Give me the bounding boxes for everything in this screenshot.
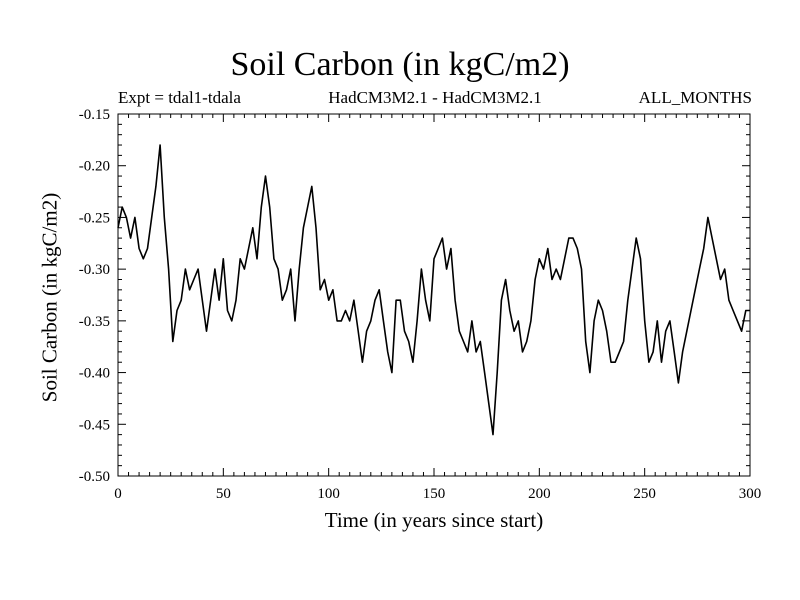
y-tick-label: -0.30 (79, 262, 110, 278)
y-tick-label: -0.45 (79, 417, 110, 433)
x-axis-label: Time (in years since start) (324, 508, 544, 532)
y-tick-label: -0.25 (79, 210, 110, 226)
series-line (117, 144, 750, 436)
y-tick-label: -0.35 (79, 314, 110, 330)
x-tick-label: 100 (317, 486, 340, 502)
y-tick-label: -0.20 (79, 159, 110, 175)
x-tick-label: 150 (423, 486, 446, 502)
y-tick-label: -0.15 (79, 107, 110, 123)
x-tick-label: 50 (216, 486, 231, 502)
y-axis-label: Soil Carbon (in kgC/m2) (37, 192, 62, 403)
x-tick-label: 200 (528, 486, 551, 502)
chart-title: Soil Carbon (in kgC/m2) (230, 46, 570, 83)
subtitle-models: HadCM3M2.1 - HadCM3M2.1 (328, 88, 542, 107)
x-tick-label: 250 (633, 486, 656, 502)
subtitle-experiment: Expt = tdal1-tdala (118, 88, 241, 107)
plot-frame (117, 113, 751, 477)
x-tick-label: 0 (114, 486, 122, 502)
subtitle-months: ALL_MONTHS (638, 88, 752, 107)
y-tick-label: -0.50 (79, 469, 110, 485)
x-tick-label: 300 (739, 486, 762, 502)
y-tick-label: -0.40 (79, 366, 110, 382)
